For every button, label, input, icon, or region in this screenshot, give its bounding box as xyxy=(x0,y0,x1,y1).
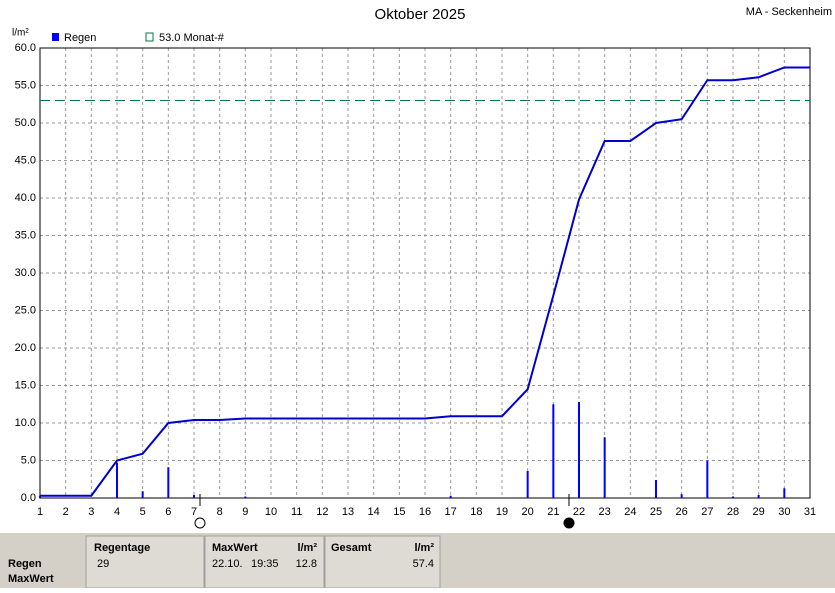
bar xyxy=(116,462,118,498)
chart-title: Oktober 2025 xyxy=(375,6,466,23)
y-tick-label: 60.0 xyxy=(15,42,36,54)
x-tick-label: 17 xyxy=(445,506,457,518)
y-tick-label: 30.0 xyxy=(15,267,36,279)
table-cell-text: 22.10. xyxy=(212,558,243,570)
y-tick-label: 45.0 xyxy=(15,154,36,166)
x-tick-label: 13 xyxy=(342,506,354,518)
x-tick-label: 10 xyxy=(265,506,277,518)
table-header: Regentage xyxy=(94,542,150,554)
bar xyxy=(244,496,247,498)
table-header: l/m² xyxy=(297,542,317,554)
y-tick-label: 5.0 xyxy=(21,454,36,466)
bar xyxy=(449,495,452,498)
y-tick-label: 10.0 xyxy=(15,417,36,429)
y-tick-label: 25.0 xyxy=(15,304,36,316)
y-tick-label: 35.0 xyxy=(15,229,36,241)
x-tick-label: 9 xyxy=(242,506,248,518)
row-label: MaxWert xyxy=(8,573,54,585)
cumulative-line xyxy=(40,66,810,497)
bar xyxy=(603,437,606,498)
x-tick-label: 30 xyxy=(778,506,790,518)
y-tick-label: 40.0 xyxy=(15,192,36,204)
bar xyxy=(757,495,760,498)
x-tick-label: 20 xyxy=(522,506,534,518)
x-tick-label: 16 xyxy=(419,506,431,518)
x-tick-label: 2 xyxy=(63,506,69,518)
table-cell xyxy=(85,535,205,589)
table-cell xyxy=(204,535,325,589)
x-tick-label: 1 xyxy=(37,506,43,518)
y-tick-label: 20.0 xyxy=(15,342,36,354)
moon-icon xyxy=(194,517,206,529)
x-tick-label: 23 xyxy=(599,506,611,518)
table-header: MaxWert xyxy=(212,542,258,554)
x-tick-label: 7 xyxy=(191,506,197,518)
bar xyxy=(552,404,555,498)
x-tick-label: 27 xyxy=(701,506,713,518)
x-tick-label: 6 xyxy=(165,506,171,518)
x-tick-label: 25 xyxy=(650,506,662,518)
table-cell xyxy=(324,535,441,589)
row-label: Regen xyxy=(8,558,42,570)
x-tick-label: 8 xyxy=(217,506,223,518)
chart-subtitle: MA - Seckenheim xyxy=(746,6,832,18)
x-tick-label: 3 xyxy=(88,506,94,518)
bar xyxy=(578,402,580,498)
bar xyxy=(732,496,734,498)
bar xyxy=(141,491,144,498)
moon-icon xyxy=(563,517,575,529)
bar xyxy=(526,471,529,498)
table-cell-text: 19:35 xyxy=(251,558,279,570)
y-tick-label: 15.0 xyxy=(15,379,36,391)
x-tick-label: 12 xyxy=(316,506,328,518)
bar xyxy=(783,488,786,498)
legend-swatch xyxy=(145,32,154,42)
x-tick-label: 24 xyxy=(624,506,636,518)
legend-label: Regen xyxy=(64,32,96,44)
x-tick-label: 4 xyxy=(114,506,120,518)
y-tick-label: 0.0 xyxy=(21,492,36,504)
bar xyxy=(193,495,195,498)
x-tick-label: 18 xyxy=(470,506,482,518)
x-tick-label: 14 xyxy=(368,506,380,518)
bar xyxy=(680,494,683,498)
x-tick-label: 31 xyxy=(804,506,816,518)
x-tick-label: 5 xyxy=(140,506,146,518)
x-tick-label: 28 xyxy=(727,506,739,518)
legend-label: 53.0 Monat-# xyxy=(159,32,225,44)
x-tick-label: 22 xyxy=(573,506,585,518)
bar xyxy=(167,467,170,498)
x-tick-label: 19 xyxy=(496,506,508,518)
table-cell-text: 57.4 xyxy=(413,558,434,570)
legend-swatch xyxy=(52,33,59,41)
table-header: Gesamt xyxy=(331,542,372,554)
x-tick-label: 21 xyxy=(547,506,559,518)
y-axis-label: l/m² xyxy=(12,28,29,39)
bar xyxy=(706,460,709,498)
table-cell-text: 29 xyxy=(97,558,109,570)
table-cell-text: 12.8 xyxy=(296,558,317,570)
y-tick-label: 50.0 xyxy=(15,117,36,129)
x-tick-label: 11 xyxy=(291,506,302,518)
bar xyxy=(655,480,657,498)
x-tick-label: 29 xyxy=(753,506,765,518)
y-tick-label: 55.0 xyxy=(15,79,36,91)
x-tick-label: 15 xyxy=(393,506,405,518)
bar xyxy=(39,495,41,498)
plot-frame xyxy=(39,47,811,499)
x-tick-label: 26 xyxy=(676,506,688,518)
table-header: l/m² xyxy=(414,542,434,554)
